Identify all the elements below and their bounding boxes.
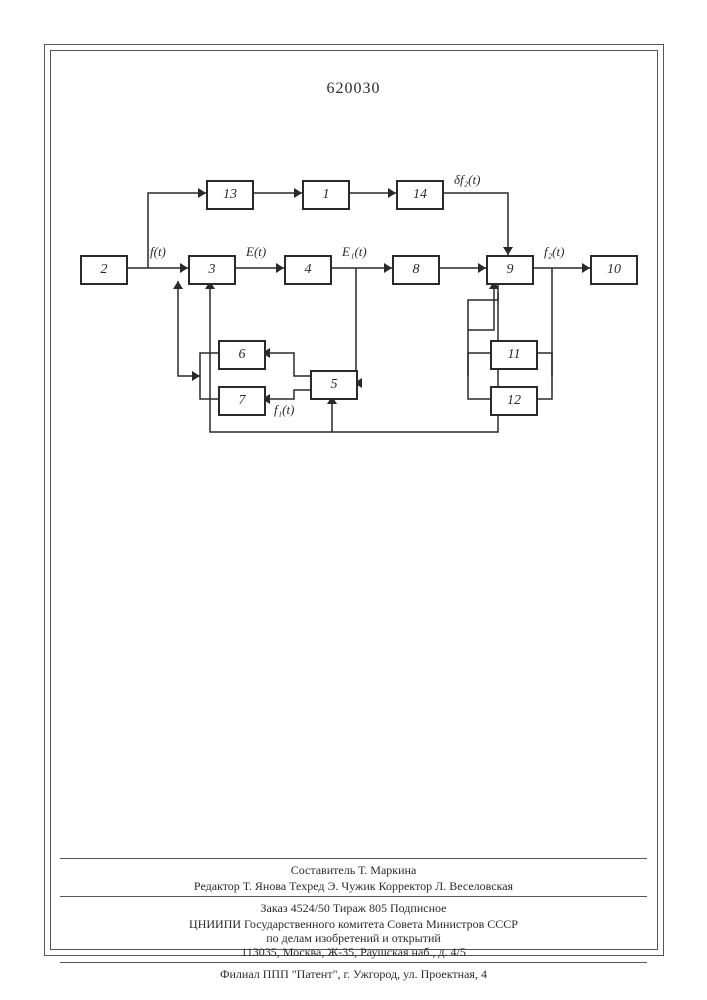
label-f1_t: f₁(t): [274, 402, 294, 418]
block-2: 2: [80, 255, 128, 285]
page: { "doc_number": "620030", "diagram": { "…: [0, 0, 707, 1000]
edge-9-5-long: [332, 281, 498, 432]
footer-addr: 113035, Москва, Ж-35, Раушская наб., д. …: [60, 944, 647, 961]
edge-9-1112l: [468, 353, 490, 399]
block-11: 11: [490, 340, 538, 370]
block-8: 8: [392, 255, 440, 285]
block-4: 4: [284, 255, 332, 285]
block-10: 10: [590, 255, 638, 285]
footer-filial: Филиал ППП "Патент", г. Ужгород, ул. Про…: [60, 966, 647, 983]
block-12: 12: [490, 386, 538, 416]
edge-4-5: [354, 268, 356, 383]
label-E1_t: E₁(t): [342, 244, 367, 260]
edge-14-9: [440, 193, 508, 255]
edge-67-3: [200, 353, 218, 399]
label-f_t: f(t): [150, 244, 166, 260]
label-f2_t: f₂(t): [544, 244, 564, 260]
block-7: 7: [218, 386, 266, 416]
block-5: 5: [310, 370, 358, 400]
footer-order: Заказ 4524/50 Тираж 805 Подписное: [60, 900, 647, 917]
block-9: 9: [486, 255, 534, 285]
diagram-wires: [0, 0, 707, 600]
footer-rule-2: [60, 896, 647, 897]
edge-67mid-3: [178, 281, 200, 376]
block-13: 13: [206, 180, 254, 210]
footer-editors: Редактор Т. Янова Техред Э. Чужик Коррек…: [60, 878, 647, 895]
footer-compiler: Составитель Т. Маркина: [60, 862, 647, 879]
block-6: 6: [218, 340, 266, 370]
block-1: 1: [302, 180, 350, 210]
block-14: 14: [396, 180, 444, 210]
block-3: 3: [188, 255, 236, 285]
label-df2_t: δf₂(t): [454, 172, 480, 188]
label-E_t: E(t): [246, 244, 266, 260]
footer-rule-1: [60, 858, 647, 859]
footer-rule-3: [60, 962, 647, 963]
